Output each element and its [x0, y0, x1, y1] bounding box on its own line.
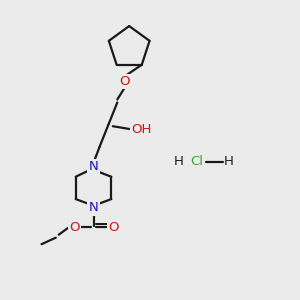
Text: N: N [89, 160, 98, 173]
Text: O: O [69, 221, 80, 234]
Text: O: O [109, 221, 119, 234]
Text: O: O [119, 75, 130, 88]
Text: N: N [89, 202, 98, 214]
Text: Cl: Cl [190, 155, 203, 168]
Text: H: H [173, 155, 183, 168]
Text: OH: OH [131, 123, 151, 136]
Text: H: H [224, 155, 234, 168]
